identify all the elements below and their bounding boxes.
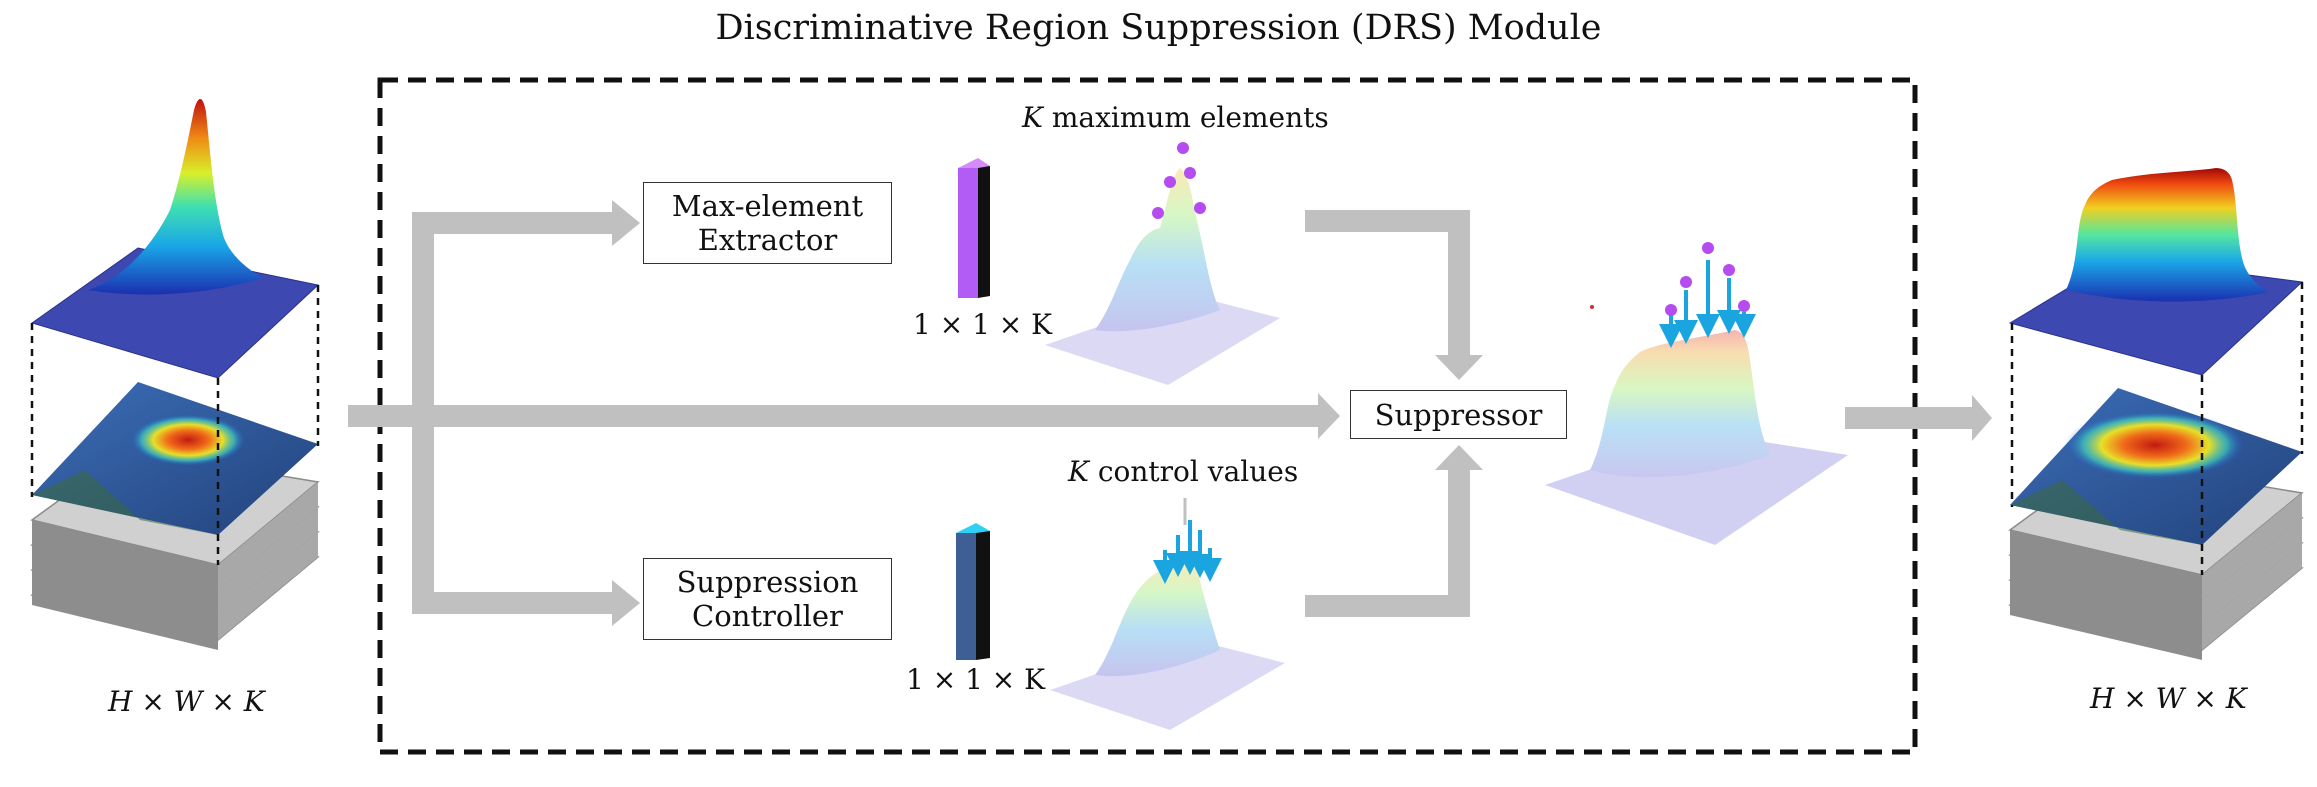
- max-element-extractor-block: Max-element Extractor: [643, 182, 892, 264]
- output-feature-stack: [2008, 168, 2304, 660]
- arrow-to-extractor: [612, 200, 640, 246]
- max-vector-shape: 1 × 1 × K: [913, 308, 1053, 341]
- arrow-bottom-into-suppressor: [1435, 445, 1483, 470]
- suppressed-surface: [1545, 242, 1848, 545]
- extractor-label-line1: Max-element: [671, 189, 864, 223]
- control-values-surface: [1050, 498, 1285, 730]
- max-dot: [1194, 202, 1206, 214]
- k-control-caption: K control values: [1068, 455, 1298, 488]
- max-dot: [1177, 142, 1189, 154]
- controller-label-line2: Controller: [692, 599, 843, 633]
- arrow-to-suppressor: [1318, 393, 1340, 439]
- max-elements-surface: [1045, 142, 1280, 385]
- output-flat-peak-surface: [2066, 168, 2268, 302]
- output-hot-region: [2065, 411, 2245, 479]
- input-shape-label: H × W × K: [108, 685, 265, 718]
- arrow-top-into-suppressor: [1435, 355, 1483, 380]
- k-symbol: K: [1068, 455, 1089, 488]
- control-vector-shape: 1 × 1 × K: [906, 663, 1046, 696]
- max-dot: [1164, 176, 1176, 188]
- max-element-vector: [958, 158, 990, 298]
- diagram-title: Discriminative Region Suppression (DRS) …: [715, 8, 1602, 48]
- suppression-controller-block: Suppression Controller: [643, 558, 892, 640]
- input-peak-surface: [88, 98, 262, 295]
- arrow-to-controller: [612, 580, 640, 626]
- arrow-to-output: [1972, 395, 1992, 441]
- k-max-caption: K maximum elements: [1022, 101, 1329, 134]
- flow-arrows: [348, 200, 1992, 626]
- control-value-vector: [956, 523, 990, 660]
- k-symbol: K: [1022, 101, 1043, 134]
- output-shape-label: H × W × K: [2090, 682, 2247, 715]
- controller-label-line1: Suppression: [676, 565, 859, 599]
- suppressor-block: Suppressor: [1350, 390, 1567, 439]
- max-dot: [1184, 167, 1196, 179]
- input-hot-region: [130, 414, 246, 466]
- max-dot: [1152, 207, 1164, 219]
- k-max-text: maximum elements: [1051, 101, 1329, 134]
- suppressor-label: Suppressor: [1374, 397, 1543, 432]
- input-feature-stack: [30, 98, 320, 650]
- extractor-label-line2: Extractor: [697, 223, 838, 257]
- k-control-text: control values: [1097, 455, 1299, 488]
